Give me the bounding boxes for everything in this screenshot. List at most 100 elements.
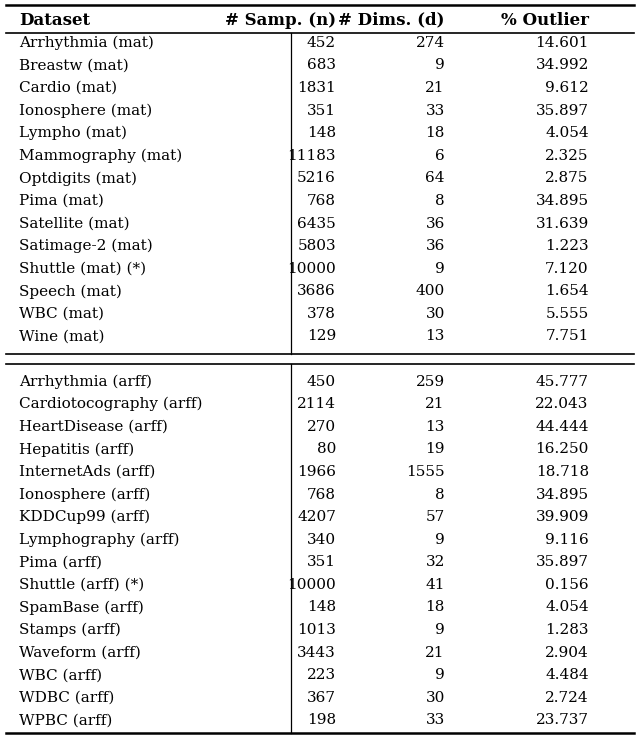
Text: 768: 768: [307, 487, 336, 502]
Text: Satimage-2 (mat): Satimage-2 (mat): [19, 239, 153, 253]
Text: Shuttle (mat) (*): Shuttle (mat) (*): [19, 262, 147, 276]
Text: 198: 198: [307, 714, 336, 727]
Text: Cardio (mat): Cardio (mat): [19, 81, 117, 95]
Text: 1.283: 1.283: [545, 623, 589, 637]
Text: 9: 9: [435, 669, 445, 682]
Text: 80: 80: [317, 442, 336, 456]
Text: 14.601: 14.601: [535, 36, 589, 50]
Text: 13: 13: [426, 329, 445, 344]
Text: 45.777: 45.777: [536, 374, 589, 389]
Text: Ionosphere (arff): Ionosphere (arff): [19, 487, 150, 502]
Text: 34.992: 34.992: [536, 59, 589, 72]
Text: 32: 32: [426, 555, 445, 569]
Text: Mammography (mat): Mammography (mat): [19, 149, 182, 163]
Text: 8: 8: [435, 487, 445, 502]
Text: 3443: 3443: [297, 646, 336, 660]
Text: Ionosphere (mat): Ionosphere (mat): [19, 104, 152, 118]
Text: 1966: 1966: [297, 465, 336, 479]
Text: 148: 148: [307, 126, 336, 140]
Text: 223: 223: [307, 669, 336, 682]
Text: Satellite (mat): Satellite (mat): [19, 217, 130, 231]
Text: 148: 148: [307, 601, 336, 614]
Text: 10000: 10000: [287, 262, 336, 276]
Text: 2.904: 2.904: [545, 646, 589, 660]
Text: 7.751: 7.751: [545, 329, 589, 344]
Text: Hepatitis (arff): Hepatitis (arff): [19, 442, 134, 456]
Text: Speech (mat): Speech (mat): [19, 284, 122, 299]
Text: 34.895: 34.895: [536, 194, 589, 208]
Text: % Outlier: % Outlier: [501, 12, 589, 29]
Text: HeartDisease (arff): HeartDisease (arff): [19, 420, 168, 434]
Text: 57: 57: [426, 510, 445, 524]
Text: 18.718: 18.718: [536, 465, 589, 479]
Text: 10000: 10000: [287, 578, 336, 592]
Text: 5.555: 5.555: [545, 307, 589, 321]
Text: 2.325: 2.325: [545, 149, 589, 163]
Text: Lympho (mat): Lympho (mat): [19, 126, 127, 141]
Text: 11183: 11183: [287, 149, 336, 163]
Text: 400: 400: [415, 284, 445, 299]
Text: WBC (mat): WBC (mat): [19, 307, 104, 321]
Text: WPBC (arff): WPBC (arff): [19, 714, 113, 727]
Text: Stamps (arff): Stamps (arff): [19, 623, 121, 637]
Text: WDBC (arff): WDBC (arff): [19, 691, 115, 705]
Text: 64: 64: [426, 171, 445, 186]
Text: 31.639: 31.639: [536, 217, 589, 231]
Text: # Samp. (n): # Samp. (n): [225, 12, 336, 29]
Text: 36: 36: [426, 217, 445, 231]
Text: 16.250: 16.250: [536, 442, 589, 456]
Text: 19: 19: [426, 442, 445, 456]
Text: 1.223: 1.223: [545, 239, 589, 253]
Text: 351: 351: [307, 555, 336, 569]
Text: 683: 683: [307, 59, 336, 72]
Text: 36: 36: [426, 239, 445, 253]
Text: Pima (arff): Pima (arff): [19, 555, 102, 569]
Text: # Samp. (: # Samp. (: [241, 12, 336, 29]
Text: 4.054: 4.054: [545, 601, 589, 614]
Text: 30: 30: [426, 307, 445, 321]
Text: 450: 450: [307, 374, 336, 389]
Text: 8: 8: [435, 194, 445, 208]
Text: Waveform (arff): Waveform (arff): [19, 646, 141, 660]
Text: 1831: 1831: [297, 81, 336, 95]
Text: 9: 9: [435, 532, 445, 547]
Text: 270: 270: [307, 420, 336, 434]
Text: 2.875: 2.875: [545, 171, 589, 186]
Text: 4.054: 4.054: [545, 126, 589, 140]
Text: 18: 18: [426, 126, 445, 140]
Text: 5803: 5803: [298, 239, 336, 253]
Text: 33: 33: [426, 104, 445, 117]
Text: 23.737: 23.737: [536, 714, 589, 727]
Text: Pima (mat): Pima (mat): [19, 194, 104, 208]
Text: 13: 13: [426, 420, 445, 434]
Text: 1013: 1013: [297, 623, 336, 637]
Text: 129: 129: [307, 329, 336, 344]
Text: 9: 9: [435, 59, 445, 72]
Text: 9.116: 9.116: [545, 532, 589, 547]
Text: Cardiotocography (arff): Cardiotocography (arff): [19, 397, 203, 411]
Text: 34.895: 34.895: [536, 487, 589, 502]
Text: 21: 21: [426, 646, 445, 660]
Text: 35.897: 35.897: [536, 104, 589, 117]
Text: 5216: 5216: [297, 171, 336, 186]
Text: Lymphography (arff): Lymphography (arff): [19, 532, 180, 547]
Text: 1.654: 1.654: [545, 284, 589, 299]
Text: KDDCup99 (arff): KDDCup99 (arff): [19, 510, 150, 524]
Text: 9: 9: [435, 262, 445, 276]
Text: 6: 6: [435, 149, 445, 163]
Text: 22.043: 22.043: [536, 397, 589, 411]
Text: Wine (mat): Wine (mat): [19, 329, 105, 344]
Text: SpamBase (arff): SpamBase (arff): [19, 600, 144, 614]
Text: 44.444: 44.444: [535, 420, 589, 434]
Text: 351: 351: [307, 104, 336, 117]
Text: 2.724: 2.724: [545, 691, 589, 705]
Text: 452: 452: [307, 36, 336, 50]
Text: 7.120: 7.120: [545, 262, 589, 276]
Text: 1555: 1555: [406, 465, 445, 479]
Text: Shuttle (arff) (*): Shuttle (arff) (*): [19, 578, 145, 592]
Text: 30: 30: [426, 691, 445, 705]
Text: InternetAds (arff): InternetAds (arff): [19, 465, 156, 479]
Text: 18: 18: [426, 601, 445, 614]
Text: 340: 340: [307, 532, 336, 547]
Text: 378: 378: [307, 307, 336, 321]
